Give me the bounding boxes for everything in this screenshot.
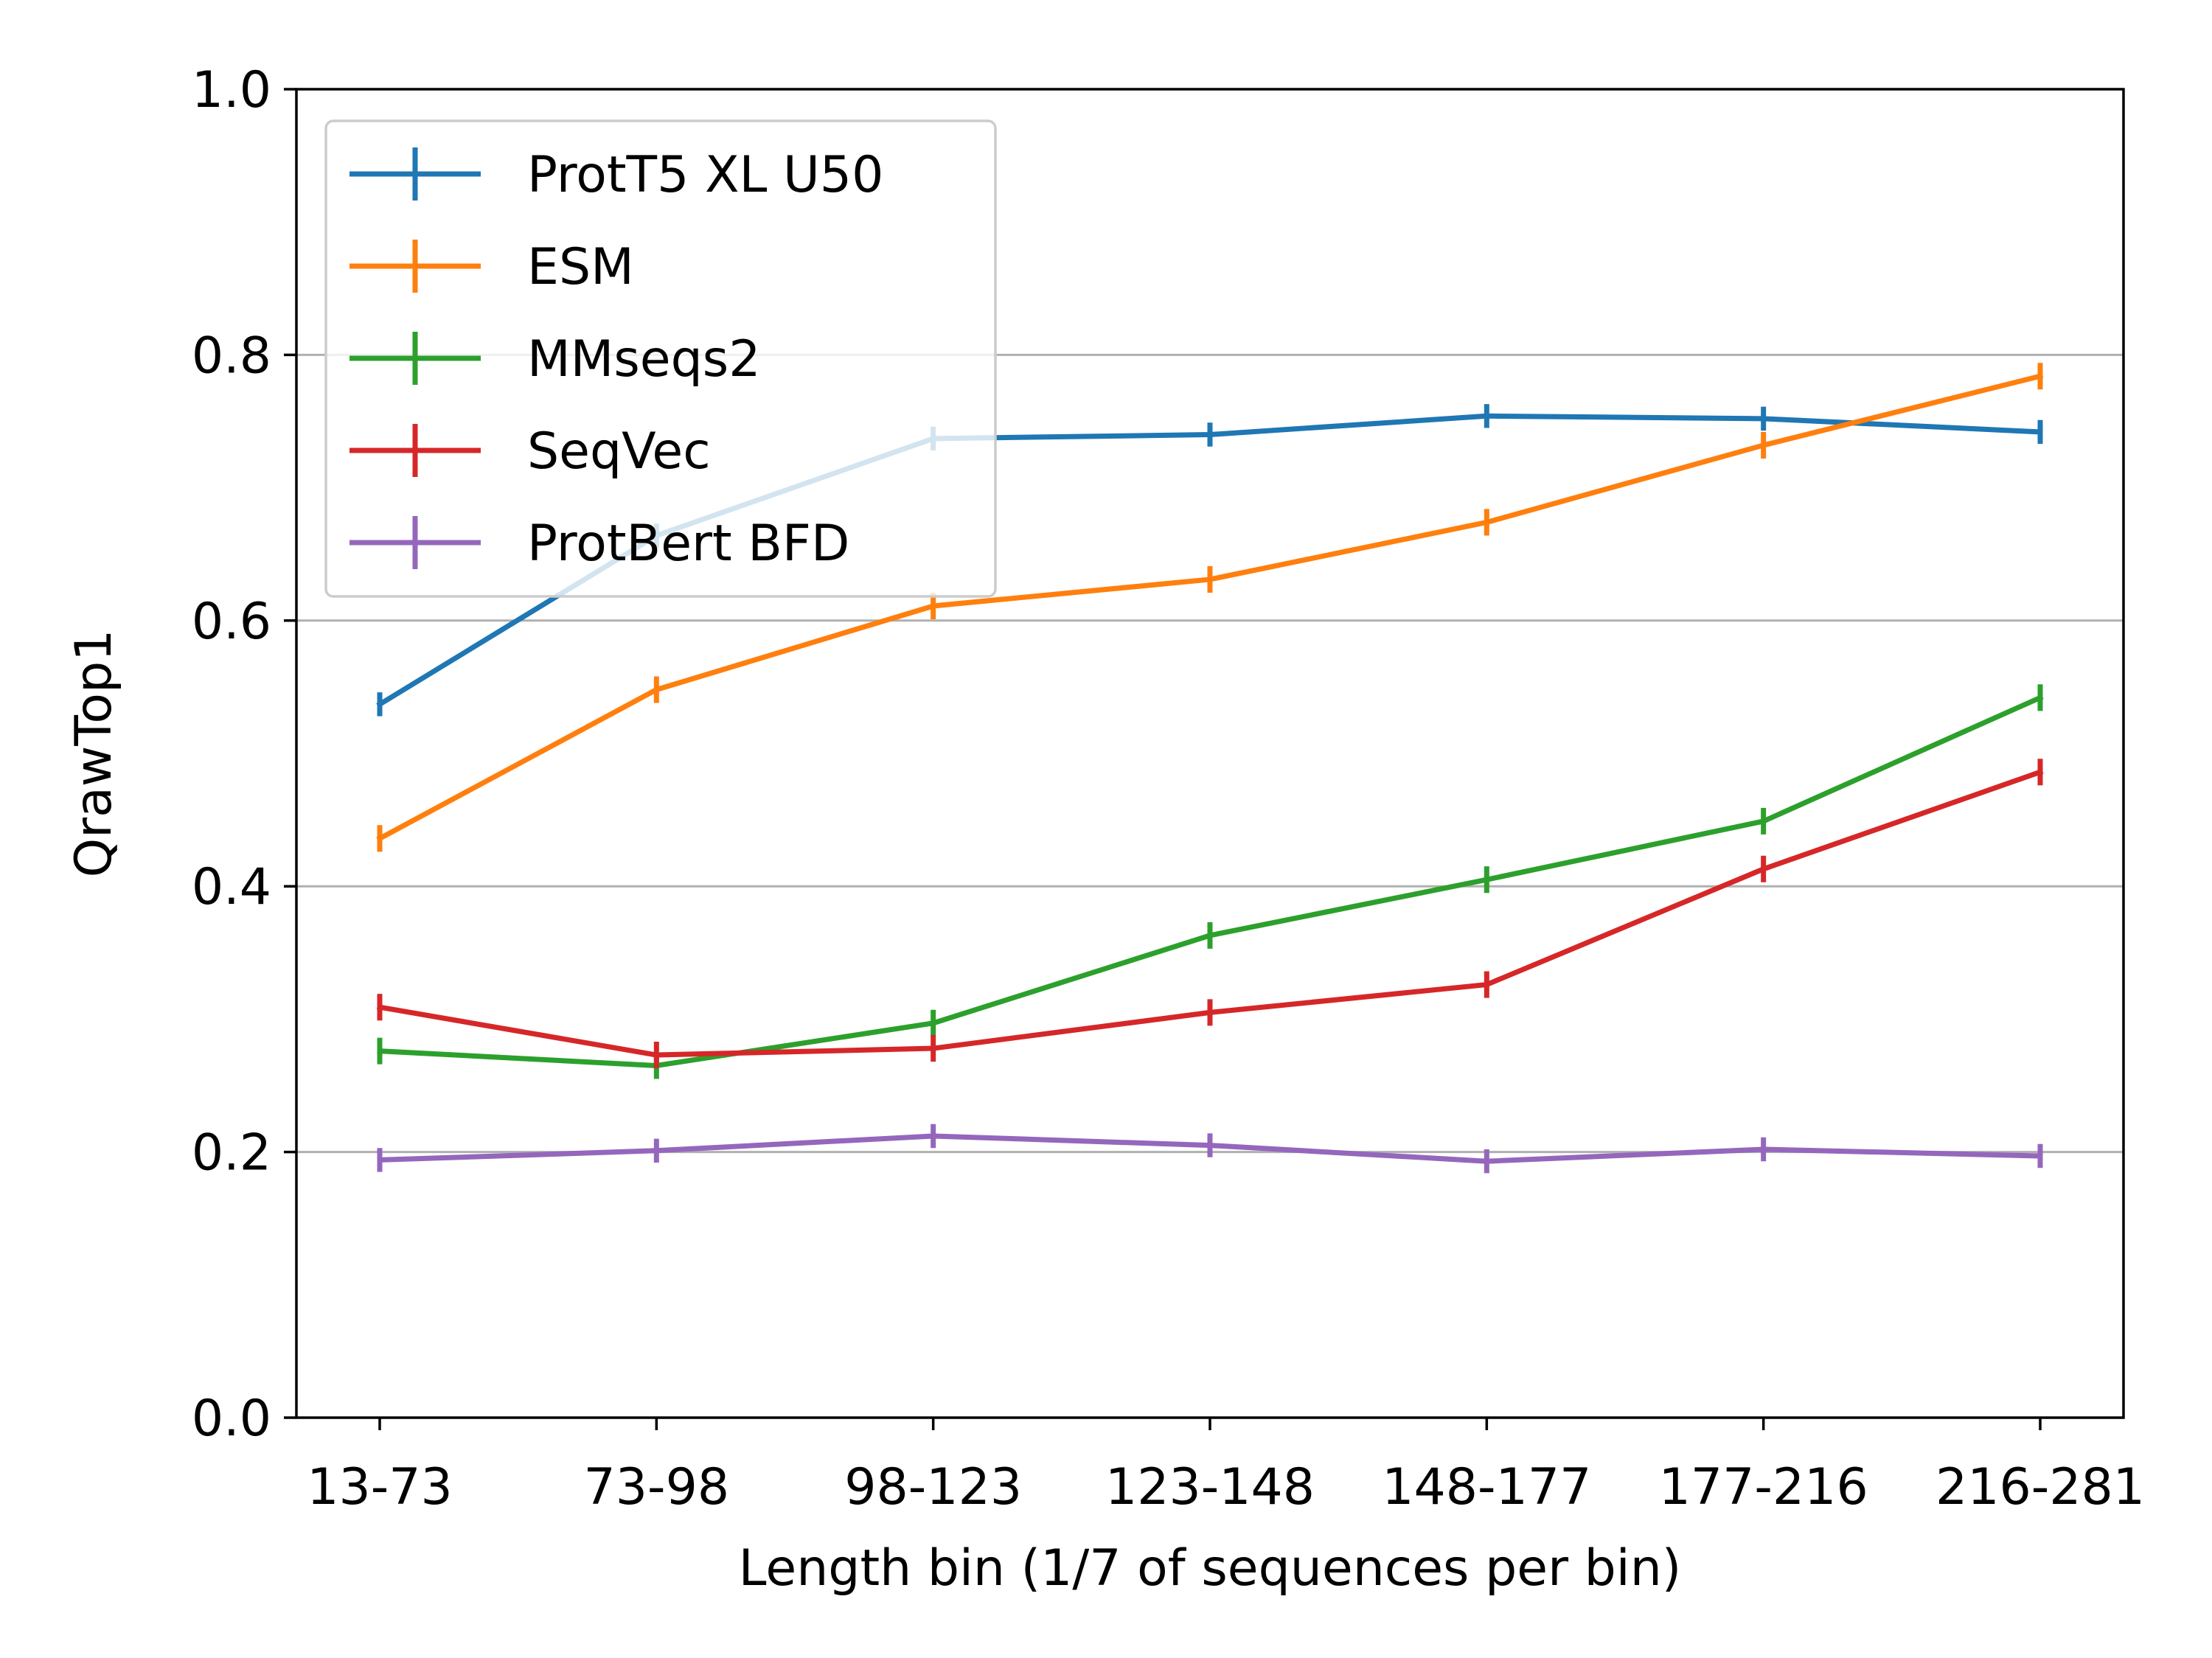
- legend: ProtT5 XL U50 ESM MMseqs2 SeqVec ProtBert BF…: [324, 119, 997, 598]
- legend-label: ESM: [527, 238, 634, 296]
- x-tick-label: 123-148: [1105, 1458, 1315, 1516]
- series-seqvec: [376, 759, 2044, 1069]
- legend-label: MMseqs2: [527, 330, 760, 389]
- y-axis: 0.0 0.2 0.4 0.6 0.8 1.0: [192, 61, 296, 1448]
- y-tick-label: 0.0: [192, 1390, 271, 1448]
- legend-item: ESM: [349, 238, 634, 296]
- x-tick-label: 13-73: [307, 1458, 453, 1516]
- y-axis-label: QrawTop1: [65, 630, 123, 878]
- legend-label: ProtBert BFD: [527, 515, 849, 573]
- x-tick-label: 98-123: [844, 1458, 1022, 1516]
- legend-label: ProtT5 XL U50: [527, 146, 883, 204]
- legend-item: SeqVec: [349, 422, 711, 481]
- x-tick-label: 177-216: [1659, 1458, 1868, 1516]
- x-axis: 13-73 73-98 98-123 123-148 148-177 177-216 216…: [307, 1418, 2145, 1516]
- series-esm: [376, 363, 2044, 852]
- y-tick-label: 1.0: [192, 61, 271, 119]
- legend-item: MMseqs2: [349, 330, 760, 389]
- x-axis-label: Length bin (1/7 of sequences per bin): [739, 1539, 1682, 1598]
- y-tick-label: 0.8: [192, 327, 271, 385]
- legend-item: ProtT5 XL U50: [349, 146, 883, 204]
- y-tick-label: 0.6: [192, 593, 271, 651]
- x-tick-label: 73-98: [584, 1458, 730, 1516]
- y-tick-label: 0.2: [192, 1124, 271, 1182]
- x-tick-label: 216-281: [1935, 1458, 2145, 1516]
- x-tick-label: 148-177: [1382, 1458, 1591, 1516]
- legend-box: [324, 119, 997, 598]
- legend-label: SeqVec: [527, 422, 711, 481]
- series-protbert-bfd: [377, 1124, 2043, 1174]
- legend-item: ProtBert BFD: [349, 515, 849, 573]
- y-tick-label: 0.4: [192, 858, 271, 916]
